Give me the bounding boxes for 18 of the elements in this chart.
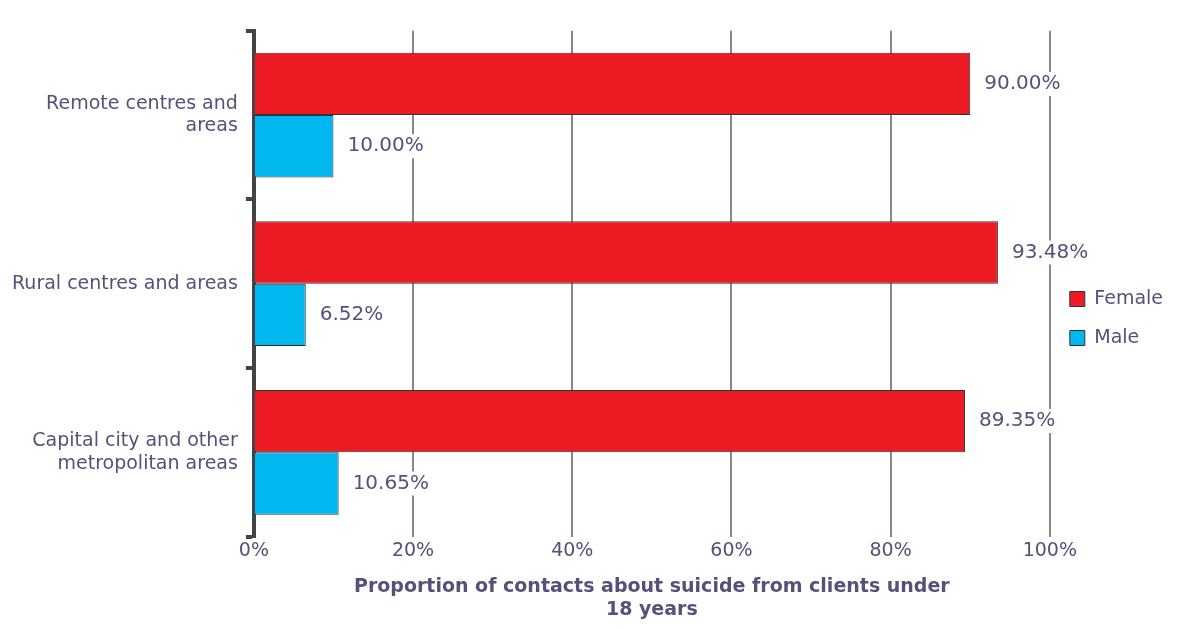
data-label: 6.52% <box>319 301 384 326</box>
data-label: 10.00% <box>347 132 424 157</box>
y-tick-label: Remote centres and areas <box>46 90 238 136</box>
x-tick-label: 100% <box>1022 537 1077 560</box>
x-tick-label: 60% <box>710 537 753 560</box>
x-tick-label: 0% <box>238 537 269 560</box>
legend-label: Female <box>1094 285 1163 308</box>
data-label: 89.35% <box>979 407 1056 432</box>
y-tick-label: Capital city and other metropolitan areas <box>32 427 239 473</box>
legend-label: Male <box>1094 324 1140 347</box>
x-axis-title: Proportion of contacts about suicide from clients under 18 years <box>353 573 951 619</box>
data-label: 90.00% <box>984 70 1061 95</box>
x-tick-label: 40% <box>551 537 594 560</box>
data-label: 10.65% <box>352 469 429 494</box>
x-tick-label: 80% <box>869 537 912 560</box>
data-label: 93.48% <box>1011 238 1089 263</box>
x-tick-label: 20% <box>391 537 435 560</box>
y-tick-label: Rural centres and areas <box>11 270 238 293</box>
